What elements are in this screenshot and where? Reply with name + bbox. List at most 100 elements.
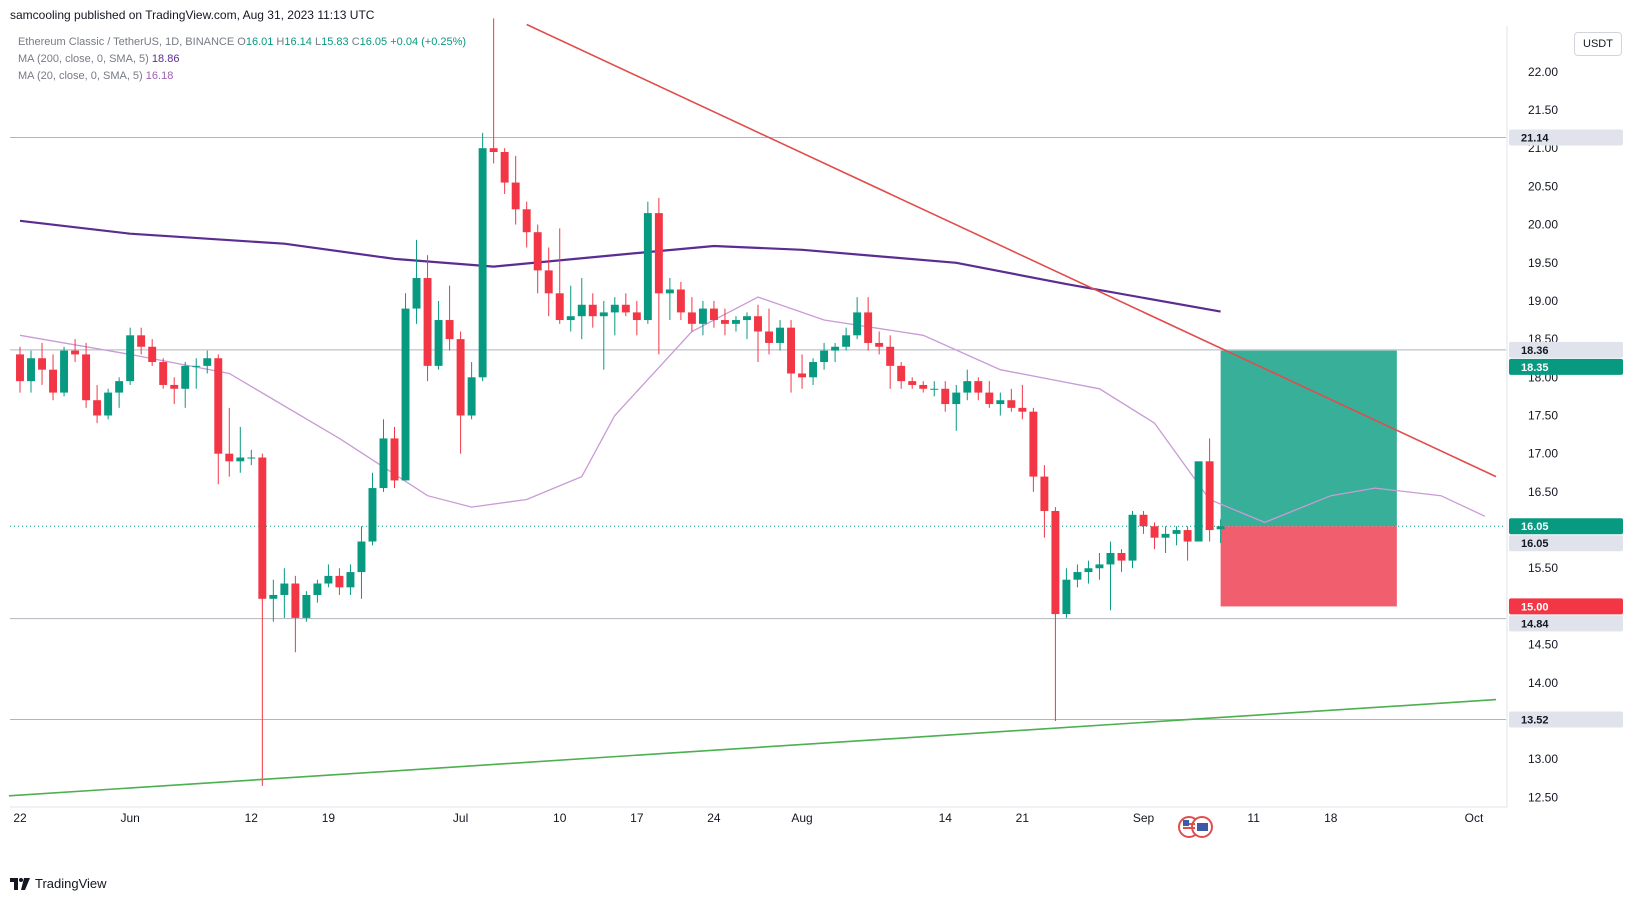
candle[interactable] xyxy=(709,300,718,328)
candle[interactable] xyxy=(489,18,498,164)
candle[interactable] xyxy=(170,377,179,405)
candle[interactable] xyxy=(698,300,707,336)
candle[interactable] xyxy=(203,350,212,374)
candle[interactable] xyxy=(1106,541,1115,611)
candle[interactable] xyxy=(1194,461,1203,542)
candle[interactable] xyxy=(236,426,245,473)
candle[interactable] xyxy=(27,350,35,393)
candle[interactable] xyxy=(1172,526,1181,546)
candle[interactable] xyxy=(919,381,928,393)
candle[interactable] xyxy=(1150,522,1159,550)
candle[interactable] xyxy=(687,297,696,332)
candle[interactable] xyxy=(368,472,377,546)
candle[interactable] xyxy=(1139,510,1148,534)
candle[interactable] xyxy=(1117,549,1126,573)
candle[interactable] xyxy=(291,575,300,653)
candle[interactable] xyxy=(588,293,597,328)
candle[interactable] xyxy=(423,255,432,382)
candle[interactable] xyxy=(478,132,487,382)
candle[interactable] xyxy=(787,320,796,393)
candle[interactable] xyxy=(1183,526,1192,561)
candle[interactable] xyxy=(566,285,575,332)
candle[interactable] xyxy=(886,335,895,389)
candle[interactable] xyxy=(313,579,322,603)
candle[interactable] xyxy=(555,228,564,324)
candle[interactable] xyxy=(346,564,355,595)
candle[interactable] xyxy=(434,300,443,370)
candle[interactable] xyxy=(137,327,146,355)
candle[interactable] xyxy=(952,384,961,431)
candle[interactable] xyxy=(654,197,663,355)
candle[interactable] xyxy=(985,381,994,408)
candle[interactable] xyxy=(908,377,917,389)
candle[interactable] xyxy=(776,320,784,351)
candle[interactable] xyxy=(621,293,630,317)
candle[interactable] xyxy=(412,239,421,324)
candle[interactable] xyxy=(181,362,190,408)
candle[interactable] xyxy=(676,281,685,321)
candle[interactable] xyxy=(192,358,201,389)
candle[interactable] xyxy=(533,224,542,294)
candle[interactable] xyxy=(302,591,311,622)
candle[interactable] xyxy=(720,308,729,336)
candle[interactable] xyxy=(104,388,113,420)
candle[interactable] xyxy=(632,300,641,336)
ma200-line[interactable] xyxy=(19,219,1221,313)
candle[interactable] xyxy=(511,155,520,225)
candle[interactable] xyxy=(1084,560,1093,584)
candle[interactable] xyxy=(1040,465,1049,538)
candle[interactable] xyxy=(765,308,773,355)
profit-zone[interactable] xyxy=(1220,350,1397,527)
candle[interactable] xyxy=(500,148,509,195)
candle[interactable] xyxy=(875,331,884,355)
candle[interactable] xyxy=(401,293,410,481)
candle[interactable] xyxy=(1216,519,1225,544)
candle[interactable] xyxy=(974,377,983,401)
candle[interactable] xyxy=(1161,526,1170,553)
candle[interactable] xyxy=(269,579,278,622)
candle[interactable] xyxy=(963,369,972,401)
currency-button[interactable]: USDT xyxy=(1574,32,1622,56)
candle[interactable] xyxy=(853,297,862,340)
candle[interactable] xyxy=(115,377,124,408)
stop-zone[interactable] xyxy=(1220,526,1397,607)
candle[interactable] xyxy=(82,342,91,408)
candle[interactable] xyxy=(809,358,818,385)
candle[interactable] xyxy=(390,426,399,489)
candle[interactable] xyxy=(930,381,939,397)
candle[interactable] xyxy=(643,201,652,324)
candle[interactable] xyxy=(379,419,388,492)
candle[interactable] xyxy=(335,568,344,595)
symbol-title[interactable]: Ethereum Classic / TetherUS, 1D, BINANCE xyxy=(18,36,235,48)
candle[interactable] xyxy=(247,449,256,466)
candle[interactable] xyxy=(743,312,751,340)
candle[interactable] xyxy=(280,568,289,618)
candle[interactable] xyxy=(897,362,906,389)
candle[interactable] xyxy=(148,339,157,366)
candle[interactable] xyxy=(445,285,454,351)
candle[interactable] xyxy=(732,316,740,332)
candle[interactable] xyxy=(126,327,135,385)
candle[interactable] xyxy=(1007,388,1016,412)
candle[interactable] xyxy=(1205,438,1214,542)
candle[interactable] xyxy=(842,327,851,351)
candle[interactable] xyxy=(225,407,234,477)
candle[interactable] xyxy=(522,201,531,248)
candle[interactable] xyxy=(1062,568,1071,618)
candle[interactable] xyxy=(1029,407,1038,492)
candle[interactable] xyxy=(996,392,1005,416)
candle[interactable] xyxy=(258,453,267,786)
candle[interactable] xyxy=(1128,510,1137,569)
candle[interactable] xyxy=(577,278,586,340)
candle[interactable] xyxy=(820,342,829,370)
ma200-label[interactable]: MA (200, close, 0, SMA, 5) xyxy=(18,53,149,65)
candle[interactable] xyxy=(798,354,807,389)
ascending-support-trendline[interactable] xyxy=(8,698,1497,797)
candle[interactable] xyxy=(665,278,674,321)
candle[interactable] xyxy=(1095,552,1104,580)
candle[interactable] xyxy=(1073,564,1082,588)
candle[interactable] xyxy=(599,300,608,370)
candle[interactable] xyxy=(941,381,950,412)
candle[interactable] xyxy=(610,297,619,336)
